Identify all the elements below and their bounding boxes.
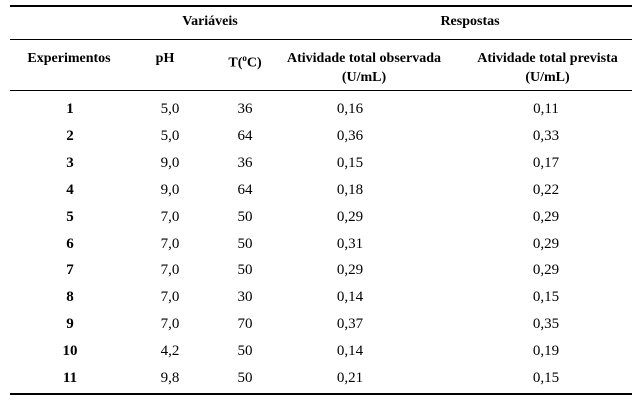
cell-ph: 9,0 (160, 181, 180, 198)
cell-experiment: 5 (66, 208, 74, 225)
cell-temperature: 50 (237, 235, 253, 252)
cell-experiment: 1 (66, 101, 74, 117)
cell-observed: 0,36 (336, 127, 364, 144)
cell-observed: 0,16 (336, 101, 364, 117)
cell-predicted: 0,29 (532, 262, 560, 279)
header-predicted-line2: (U/mL) (525, 70, 570, 85)
cell-observed: 0,18 (336, 181, 364, 198)
cell-predicted: 0,35 (532, 316, 560, 333)
cell-observed: 0,29 (336, 262, 364, 279)
bottom-rule (10, 393, 632, 395)
cell-temperature: 50 (237, 208, 253, 225)
cell-ph: 7,0 (160, 316, 180, 333)
header-temperature-prefix: T( (228, 55, 243, 71)
cell-temperature: 30 (237, 289, 253, 306)
cell-ph: 5,0 (160, 101, 180, 117)
cell-ph: 9,0 (160, 154, 180, 171)
cell-ph: 7,0 (160, 235, 180, 252)
cell-experiment: 4 (66, 181, 74, 198)
cell-temperature: 64 (237, 127, 253, 144)
cell-experiment: 2 (66, 127, 74, 144)
cell-temperature: 36 (237, 154, 253, 171)
cell-experiment: 6 (66, 235, 74, 252)
cell-temperature: 50 (237, 262, 253, 279)
cell-temperature: 70 (237, 316, 253, 333)
cell-temperature: 50 (237, 370, 253, 386)
cell-experiment: 9 (66, 316, 74, 333)
header-predicted: Atividade total prevista (U/mL) (465, 49, 630, 87)
header-rule (10, 90, 632, 91)
cell-temperature: 64 (237, 181, 253, 198)
cell-ph: 7,0 (160, 208, 180, 225)
cell-ph: 7,0 (160, 289, 180, 306)
cell-observed: 0,31 (336, 235, 364, 252)
header-observed: Atividade total observada (U/mL) (270, 49, 458, 87)
cell-observed: 0,37 (336, 316, 364, 333)
cell-ph: 4,2 (160, 343, 180, 360)
cell-ph: 7,0 (160, 262, 180, 279)
cell-predicted: 0,15 (532, 289, 560, 306)
cell-predicted: 0,29 (532, 208, 560, 225)
cell-predicted: 0,11 (533, 101, 559, 117)
header-ph: pH (155, 51, 175, 66)
header-temperature-degree: o (242, 53, 247, 63)
cell-predicted: 0,19 (532, 343, 560, 360)
header-temperature-suffix: C) (246, 55, 262, 71)
group-rule (10, 39, 632, 40)
cell-experiment: 10 (62, 343, 78, 360)
cell-predicted: 0,22 (532, 181, 560, 198)
header-observed-line1: Atividade total observada (287, 51, 441, 66)
group-responses: Respostas (440, 14, 500, 29)
cell-observed: 0,14 (336, 289, 364, 306)
cell-observed: 0,14 (336, 343, 364, 360)
header-experiment: Experimentos (27, 51, 111, 66)
group-variables: Variáveis (182, 14, 238, 29)
cell-ph: 5,0 (160, 127, 180, 144)
cell-experiment: 3 (66, 154, 74, 171)
cell-observed: 0,29 (336, 208, 364, 225)
cell-predicted: 0,17 (532, 154, 560, 171)
cell-temperature: 36 (237, 101, 253, 117)
cell-observed: 0,21 (336, 370, 364, 386)
cell-temperature: 50 (237, 343, 253, 360)
cell-experiment: 11 (62, 370, 78, 386)
header-observed-line2: (U/mL) (341, 70, 387, 85)
cell-predicted: 0,29 (532, 235, 560, 252)
header-predicted-line1: Atividade total prevista (477, 51, 618, 66)
top-rule (10, 5, 632, 7)
cell-experiment: 7 (66, 262, 74, 279)
header-temperature: T(oC) (222, 49, 268, 73)
cell-experiment: 8 (66, 289, 74, 306)
cell-predicted: 0,15 (532, 370, 560, 386)
cell-observed: 0,15 (336, 154, 364, 171)
cell-ph: 9,8 (160, 370, 180, 386)
cell-predicted: 0,33 (532, 127, 560, 144)
